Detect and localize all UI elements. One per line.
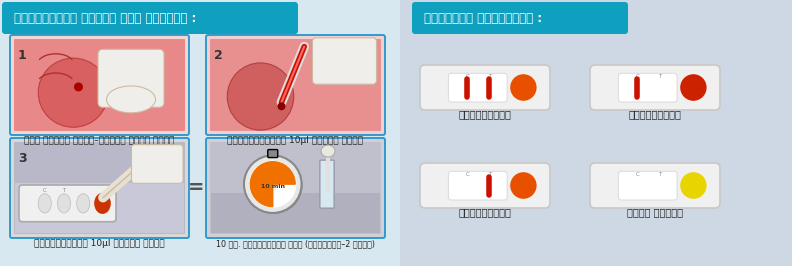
FancyBboxPatch shape [206, 138, 385, 238]
FancyBboxPatch shape [268, 149, 278, 157]
FancyBboxPatch shape [14, 142, 185, 234]
FancyBboxPatch shape [14, 39, 185, 131]
Text: 3: 3 [18, 152, 27, 165]
Text: C: C [43, 188, 47, 193]
Text: कॅसेटमध्ये 10μl नमुना सोडा: कॅसेटमध्ये 10μl नमुना सोडा [34, 239, 165, 248]
FancyBboxPatch shape [19, 185, 116, 222]
Ellipse shape [510, 74, 537, 101]
FancyBboxPatch shape [400, 0, 792, 266]
FancyBboxPatch shape [210, 142, 381, 234]
FancyBboxPatch shape [210, 39, 381, 131]
FancyBboxPatch shape [10, 35, 189, 135]
FancyBboxPatch shape [619, 73, 677, 102]
Ellipse shape [58, 194, 70, 213]
Ellipse shape [38, 194, 51, 213]
FancyBboxPatch shape [320, 160, 334, 208]
Text: कान टोचून रक्त–नमुना गोळा करणे: कान टोचून रक्त–नमुना गोळा करणे [25, 136, 175, 145]
FancyBboxPatch shape [98, 49, 164, 107]
Text: T: T [658, 74, 661, 79]
FancyBboxPatch shape [0, 0, 400, 266]
Ellipse shape [77, 194, 89, 213]
Ellipse shape [38, 58, 109, 127]
Ellipse shape [227, 63, 294, 130]
FancyBboxPatch shape [619, 171, 677, 200]
FancyBboxPatch shape [10, 138, 189, 238]
FancyBboxPatch shape [420, 65, 550, 110]
FancyBboxPatch shape [206, 35, 385, 135]
FancyBboxPatch shape [412, 2, 628, 34]
Text: T: T [63, 188, 66, 193]
FancyBboxPatch shape [448, 171, 507, 200]
Text: T: T [488, 74, 491, 79]
Text: इनव्हॅलिड: इनव्हॅलिड [459, 207, 512, 217]
Polygon shape [250, 162, 295, 207]
FancyBboxPatch shape [590, 163, 720, 208]
FancyBboxPatch shape [420, 163, 550, 208]
Text: पॉझिटिव्ह: पॉझिटिव्ह [459, 109, 512, 119]
Ellipse shape [680, 172, 706, 199]
Circle shape [249, 161, 296, 208]
Text: C: C [466, 74, 469, 79]
Text: परीक्षण व्याख्या :: परीक्षण व्याख्या : [424, 13, 543, 26]
FancyBboxPatch shape [448, 73, 507, 102]
FancyBboxPatch shape [313, 38, 376, 84]
Text: नेगेटिव्ह: नेगेटिव्ह [629, 109, 681, 119]
Text: 2: 2 [214, 49, 223, 62]
Ellipse shape [94, 193, 111, 214]
Text: T: T [488, 172, 491, 177]
Circle shape [245, 156, 303, 214]
Text: ड्रॉपरमध्ये 10μl नमुना घ्या: ड्रॉपरमध्ये 10μl नमुना घ्या [227, 136, 364, 145]
Text: T: T [658, 172, 661, 177]
Ellipse shape [277, 102, 285, 110]
FancyBboxPatch shape [2, 2, 298, 34]
Text: C: C [635, 74, 639, 79]
Ellipse shape [680, 74, 706, 101]
Text: न्यू कॅसेट: न्यू कॅसेट [627, 207, 683, 217]
Circle shape [244, 155, 302, 213]
Text: C: C [466, 172, 469, 177]
Text: =: = [188, 178, 204, 197]
Ellipse shape [321, 145, 335, 157]
FancyBboxPatch shape [15, 183, 184, 233]
Text: 10 मि. प्रतीक्षा करा (बकरसाठी–2 थेंब): 10 मि. प्रतीक्षा करा (बकरसाठी–2 थेंब) [216, 239, 375, 248]
FancyBboxPatch shape [131, 145, 183, 183]
Text: 1: 1 [18, 49, 27, 62]
FancyBboxPatch shape [211, 193, 380, 233]
Text: चाचणीसाठी नमुना कसा घ्यावा :: चाचणीसाठी नमुना कसा घ्यावा : [14, 13, 196, 26]
Ellipse shape [74, 82, 83, 92]
Text: 10 min: 10 min [261, 184, 285, 189]
Ellipse shape [106, 86, 155, 113]
Ellipse shape [510, 172, 537, 199]
FancyBboxPatch shape [590, 65, 720, 110]
Text: C: C [635, 172, 639, 177]
